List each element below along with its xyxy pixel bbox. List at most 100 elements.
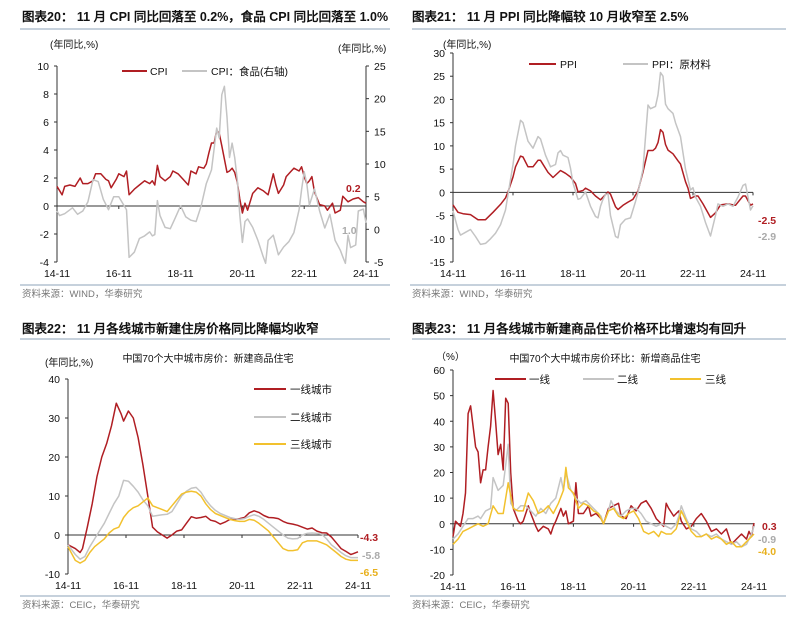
y-tick-label: 8	[43, 89, 49, 101]
y-tick-label: 10	[48, 491, 60, 503]
y-tick-label: 0	[439, 187, 445, 199]
end-value-label-1: 1.0	[342, 225, 357, 237]
chart-c23: 图表23： 11 月各线城市新建商品住宅价格环比增速均有回升资料来源：CEIC，…	[410, 321, 786, 611]
chart-c20: 图表20： 11 月 CPI 同比回落至 0.2%，食品 CPI 同比回落至 1…	[20, 9, 390, 300]
series-line-1	[452, 443, 755, 548]
end-value-label-1: -5.8	[362, 550, 380, 562]
x-tick-label: 14-11	[440, 581, 466, 593]
x-tick-label: 20-11	[229, 268, 255, 280]
y-tick-label: 10	[433, 493, 445, 505]
chart-title: 图表21： 11 月 PPI 同比降幅较 10 月收窄至 2.5%	[412, 9, 688, 24]
end-value-label-2: -4.0	[758, 546, 776, 558]
end-value-label-0: 0.3	[762, 521, 777, 533]
end-value-label-1: -2.9	[758, 231, 776, 243]
chart-subtitle: 中国70个大中城市房价环比：新增商品住宅	[509, 352, 700, 365]
y-tick-label: 10	[37, 61, 49, 73]
x-tick-label: 16-11	[500, 581, 526, 593]
y-tick-label: -4	[40, 257, 49, 269]
y-tick-label-right: 0	[374, 224, 380, 236]
source-note: 资料来源：WIND，华泰研究	[22, 288, 143, 300]
legend-label-1: CPI：食品(右轴)	[211, 65, 288, 78]
end-value-label-1: -0.9	[758, 534, 776, 546]
chart-title: 图表20： 11 月 CPI 同比回落至 0.2%，食品 CPI 同比回落至 1…	[22, 9, 388, 24]
y-tick-label: 0	[43, 201, 49, 213]
legend-label-2: 三线城市	[290, 438, 332, 451]
end-value-label-0: -4.3	[360, 532, 378, 544]
x-tick-label: 22-11	[287, 580, 313, 592]
series-line-1	[56, 85, 367, 265]
y-tick-label-right: 10	[374, 159, 386, 171]
y-axis-unit-left: (年同比,%)	[45, 356, 93, 369]
y-tick-label-right: 5	[374, 192, 380, 204]
chart-c22: 图表22： 11 月各线城市新建住房价格同比降幅均收窄资料来源：CEIC，华泰研…	[20, 321, 390, 611]
y-tick-label: 6	[43, 117, 49, 129]
y-axis-unit-right: (年同比,%)	[338, 42, 386, 55]
y-tick-label: 50	[433, 391, 445, 403]
series-line-2	[452, 466, 755, 548]
end-value-label-2: -6.5	[360, 567, 378, 579]
series-line-0	[452, 389, 755, 546]
end-value-label-0: -2.5	[758, 215, 776, 227]
legend-label-0: 一线城市	[290, 383, 332, 396]
y-tick-label-right: 25	[374, 61, 386, 73]
y-tick-label: 30	[48, 413, 60, 425]
y-tick-label: -20	[430, 570, 445, 582]
legend-label-1: 二线	[617, 373, 638, 386]
y-tick-label: 20	[48, 452, 60, 464]
x-tick-label: 24-11	[741, 581, 767, 593]
source-note: 资料来源：CEIC，华泰研究	[412, 599, 530, 611]
y-tick-label-right: 15	[374, 126, 386, 138]
y-tick-label: 0	[439, 519, 445, 531]
x-tick-label: 18-11	[168, 268, 194, 280]
chart-title: 图表23： 11 月各线城市新建商品住宅价格环比增速均有回升	[412, 321, 747, 336]
x-tick-label: 14-11	[55, 580, 81, 592]
y-tick-label: -5	[436, 211, 445, 223]
legend-label-1: PPI：原材料	[652, 58, 711, 71]
legend-label-1: 二线城市	[290, 411, 332, 424]
y-tick-label: 25	[433, 71, 445, 83]
series-line-1	[67, 479, 358, 560]
y-tick-label: -10	[430, 234, 445, 246]
x-tick-label: 20-11	[229, 580, 255, 592]
x-tick-label: 18-11	[560, 268, 586, 280]
y-tick-label: 5	[439, 164, 445, 176]
y-tick-label: -15	[430, 257, 445, 269]
source-note: 资料来源：WIND，华泰研究	[412, 288, 533, 300]
legend-label-0: CPI	[150, 66, 168, 78]
x-tick-label: 20-11	[620, 268, 646, 280]
chart-subtitle: 中国70个大中城市房价：新建商品住宅	[122, 352, 293, 365]
y-tick-label: 20	[433, 94, 445, 106]
y-tick-label: -10	[430, 544, 445, 556]
y-tick-label: 40	[433, 416, 445, 428]
x-tick-label: 14-11	[440, 268, 466, 280]
y-axis-unit-left: (年同比,%)	[443, 38, 491, 51]
x-tick-label: 16-11	[106, 268, 132, 280]
y-tick-label: 0	[54, 530, 60, 542]
source-note: 资料来源：CEIC，华泰研究	[22, 599, 140, 611]
legend-label-0: 一线	[529, 373, 550, 386]
end-value-label-0: 0.2	[346, 183, 361, 195]
y-tick-label: 30	[433, 442, 445, 454]
x-tick-label: 22-11	[291, 268, 317, 280]
legend-label-2: 三线	[705, 373, 726, 386]
x-tick-label: 24-11	[740, 268, 766, 280]
y-tick-label: -10	[45, 569, 60, 581]
y-tick-label: -2	[40, 229, 49, 241]
y-tick-label: 15	[433, 118, 445, 130]
y-axis-unit-left: (年同比,%)	[50, 38, 98, 51]
y-tick-label: 30	[433, 48, 445, 60]
y-tick-label: 20	[433, 468, 445, 480]
x-tick-label: 16-11	[113, 580, 139, 592]
y-tick-label-right: 20	[374, 94, 386, 106]
x-tick-label: 16-11	[500, 268, 526, 280]
chart-title: 图表22： 11 月各线城市新建住房价格同比降幅均收窄	[22, 321, 319, 336]
x-tick-label: 18-11	[560, 581, 586, 593]
y-tick-label: 40	[48, 374, 60, 386]
series-line-2	[67, 490, 358, 564]
chart-c21: 图表21： 11 月 PPI 同比降幅较 10 月收窄至 2.5% 资料来源：WI…	[410, 9, 786, 300]
y-tick-label: 10	[433, 141, 445, 153]
x-tick-label: 18-11	[171, 580, 197, 592]
series-line-0	[67, 402, 359, 556]
legend-label-0: PPI	[560, 59, 577, 71]
